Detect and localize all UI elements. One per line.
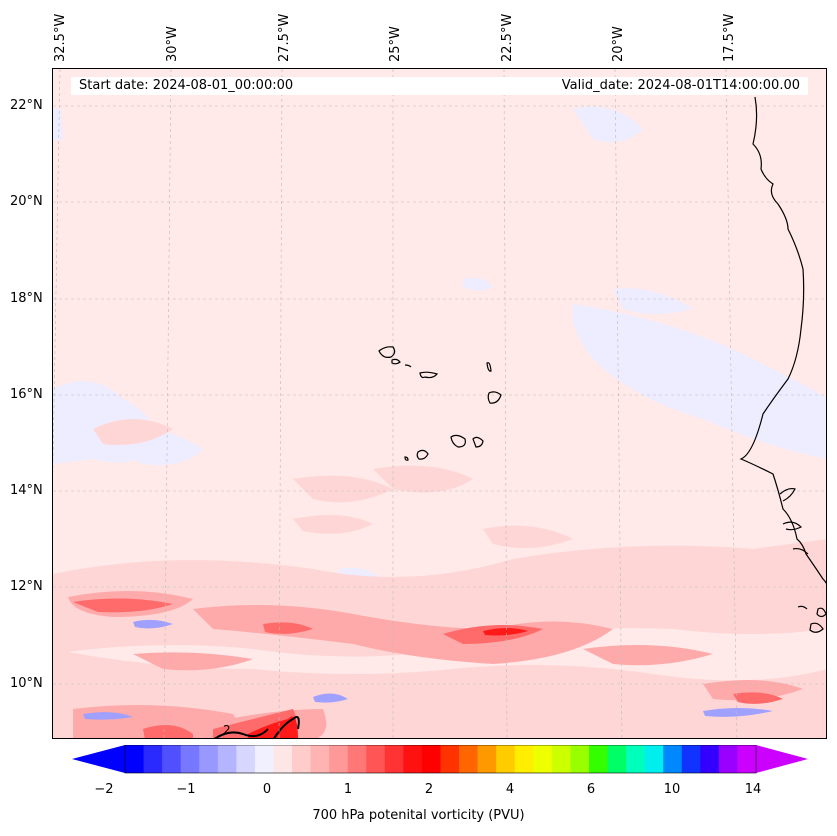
colorbar-extend-high bbox=[756, 745, 808, 773]
colorbar-cell bbox=[514, 745, 534, 773]
lat-label: 16°N bbox=[10, 387, 43, 402]
colorbar-cell bbox=[347, 745, 367, 773]
colorbar-tick-label: 0 bbox=[262, 782, 272, 797]
colorbar-extend-low bbox=[72, 745, 125, 773]
map-panel: 2 bbox=[52, 68, 827, 739]
african-coastline bbox=[739, 96, 826, 633]
lat-label: 10°N bbox=[10, 676, 43, 691]
colorbar-cells bbox=[125, 745, 757, 773]
colorbar-cell bbox=[570, 745, 590, 773]
lat-label: 14°N bbox=[10, 483, 43, 498]
colorbar-cell bbox=[143, 745, 163, 773]
colorbar-cell bbox=[254, 745, 274, 773]
lon-label: 20°W bbox=[611, 26, 626, 62]
valid-date-label: Valid_date: 2024-08-01T14:00:00.00 bbox=[561, 78, 800, 93]
colorbar-cell bbox=[459, 745, 479, 773]
colorbar bbox=[72, 745, 808, 774]
colorbar-tick-label: 1 bbox=[343, 782, 353, 797]
lat-label: 12°N bbox=[10, 579, 43, 594]
lon-label: 17.5°W bbox=[722, 13, 737, 62]
colorbar-cell bbox=[551, 745, 571, 773]
colorbar-cell bbox=[477, 745, 497, 773]
colorbar-tick-label: 6 bbox=[586, 782, 596, 797]
colorbar-cell bbox=[125, 745, 145, 773]
colorbar-tick-label: 2 bbox=[424, 782, 434, 797]
colorbar-cell bbox=[180, 745, 200, 773]
colorbar-cell bbox=[737, 745, 757, 773]
lat-label: 22°N bbox=[10, 98, 43, 113]
colorbar-cell bbox=[403, 745, 423, 773]
map-canvas: 2 bbox=[53, 69, 826, 738]
colorbar-cell bbox=[310, 745, 330, 773]
lon-label: 25°W bbox=[388, 26, 403, 62]
colorbar-cell bbox=[681, 745, 701, 773]
lon-label: 22.5°W bbox=[500, 13, 515, 62]
colorbar-cell bbox=[421, 745, 441, 773]
colorbar-cell bbox=[663, 745, 683, 773]
colorbar-cell bbox=[199, 745, 219, 773]
colorbar-cell bbox=[217, 745, 237, 773]
colorbar-title: 700 hPa potenital vorticity (PVU) bbox=[312, 808, 525, 823]
colorbar-cell bbox=[700, 745, 720, 773]
colorbar-cell bbox=[162, 745, 182, 773]
cape-verde-islands bbox=[378, 346, 502, 461]
lat-label: 18°N bbox=[10, 291, 43, 306]
date-info-bar: Start date: 2024-08-01_00:00:00 Valid_da… bbox=[71, 77, 808, 95]
colorbar-cell bbox=[384, 745, 404, 773]
colorbar-cell bbox=[718, 745, 738, 773]
lon-label: 30°W bbox=[165, 26, 180, 62]
colorbar-cell bbox=[366, 745, 386, 773]
negative-pv-spots bbox=[83, 619, 773, 720]
colorbar-cell bbox=[292, 745, 312, 773]
colorbar-tick-label: 14 bbox=[744, 782, 762, 797]
gridlines bbox=[53, 69, 826, 738]
colorbar-cell bbox=[588, 745, 609, 773]
colorbar-cell bbox=[533, 745, 553, 773]
colorbar-tick-label: 10 bbox=[663, 782, 681, 797]
extreme-positive-pv-shading bbox=[248, 628, 528, 738]
colorbar-frame bbox=[124, 745, 757, 774]
start-date-label: Start date: 2024-08-01_00:00:00 bbox=[79, 78, 294, 93]
colorbar-cell bbox=[236, 745, 256, 773]
colorbar-cell bbox=[644, 745, 664, 773]
colorbar-cell bbox=[496, 745, 516, 773]
lon-label: 32.5°W bbox=[53, 13, 68, 62]
colorbar-cell bbox=[329, 745, 349, 773]
colorbar-cell bbox=[607, 745, 627, 773]
colorbar-cell bbox=[273, 745, 293, 773]
colorbar-tick-label: −2 bbox=[94, 782, 114, 797]
negative-pv-shading bbox=[53, 106, 826, 621]
colorbar-tick-label: 4 bbox=[505, 782, 515, 797]
colorbar-cell bbox=[626, 745, 646, 773]
colorbar-tick-label: −1 bbox=[176, 782, 196, 797]
colorbar-cell bbox=[440, 745, 460, 773]
lon-label: 27.5°W bbox=[277, 13, 292, 62]
contour-label: 2 bbox=[223, 723, 231, 737]
lat-label: 20°N bbox=[10, 194, 43, 209]
